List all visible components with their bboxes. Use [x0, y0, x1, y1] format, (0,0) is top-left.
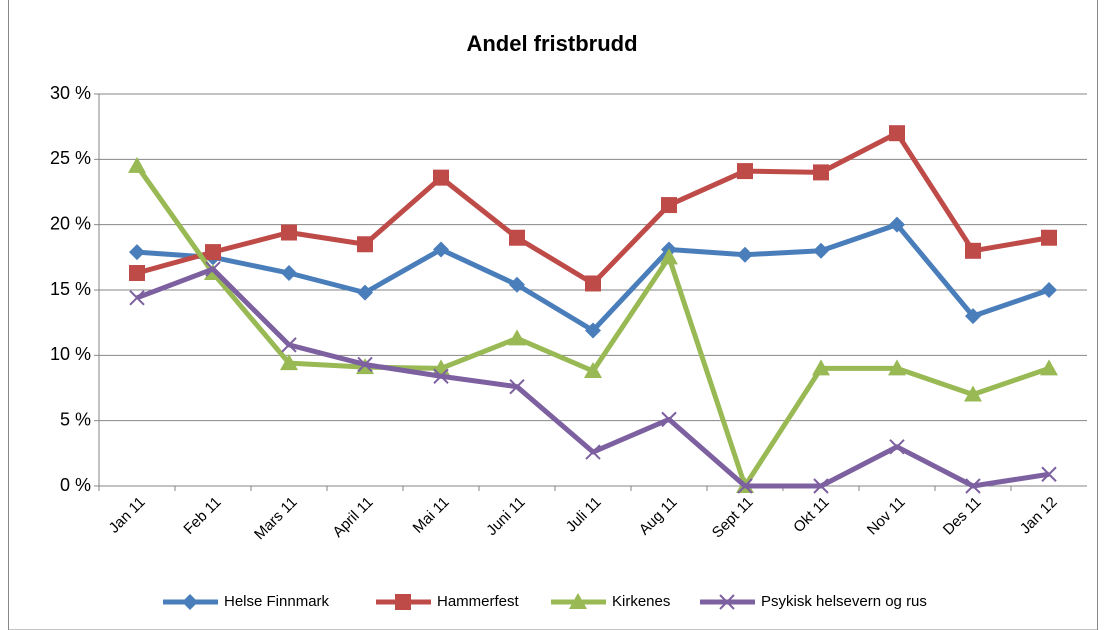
data-point: [281, 265, 297, 282]
data-point: [280, 354, 298, 371]
data-point: [965, 242, 981, 259]
data-point: [357, 356, 373, 373]
y-tick-label: 5 %: [60, 409, 91, 429]
data-point: [965, 478, 981, 494]
data-point: [509, 276, 525, 293]
data-point: [889, 439, 905, 455]
data-point: [1041, 466, 1057, 482]
data-point: [813, 478, 829, 494]
y-tick-label: 10 %: [50, 344, 91, 364]
data-point: [129, 244, 145, 261]
data-point: [813, 242, 829, 259]
legend-item: Kirkenes: [551, 593, 670, 610]
data-point: [433, 169, 449, 186]
data-point: [889, 216, 905, 233]
legend-label: Kirkenes: [612, 593, 670, 610]
data-point: [660, 248, 678, 265]
data-point: [508, 329, 526, 346]
legend-item: Psykisk helsevern og rus: [700, 593, 927, 610]
y-tick-label: 0 %: [60, 475, 91, 495]
data-point: [1040, 359, 1058, 376]
data-point: [965, 308, 981, 325]
y-tick-label: 30 %: [50, 83, 91, 103]
data-point: [661, 197, 677, 214]
data-point: [813, 164, 829, 181]
data-point: [585, 322, 601, 339]
data-point: [1041, 282, 1057, 298]
data-point: [357, 236, 373, 253]
data-point: [737, 246, 753, 263]
data-point: [128, 156, 146, 173]
data-point: [433, 368, 449, 384]
y-tick-label: 20 %: [50, 213, 91, 233]
legend-marker: [395, 594, 411, 610]
data-point: [509, 378, 525, 395]
legend-label: Hammerfest: [437, 593, 520, 610]
legend-marker: [182, 594, 198, 610]
data-point: [129, 290, 145, 306]
data-point: [585, 275, 601, 292]
chart-border: [8, 0, 1098, 630]
chart-title: Andel fristbrudd: [466, 31, 637, 56]
data-point: [661, 411, 677, 428]
y-tick-label: 15 %: [50, 279, 91, 299]
data-point: [205, 261, 221, 277]
legend-item: Hammerfest: [376, 593, 520, 610]
data-point: [584, 362, 602, 379]
data-point: [888, 359, 906, 376]
data-point: [205, 244, 221, 261]
data-point: [509, 229, 525, 246]
data-point: [433, 241, 449, 258]
data-point: [585, 444, 601, 460]
data-point: [737, 478, 753, 494]
data-point: [281, 224, 297, 241]
data-point: [1041, 229, 1057, 246]
legend-marker: [569, 593, 587, 609]
data-point: [737, 163, 753, 180]
data-point: [129, 265, 145, 282]
legend-label: Helse Finnmark: [224, 593, 330, 610]
legend-marker: [719, 594, 735, 610]
legend-item: Helse Finnmark: [163, 593, 330, 610]
data-point: [964, 385, 982, 402]
data-point: [281, 337, 297, 353]
y-tick-label: 25 %: [50, 148, 91, 168]
legend-label: Psykisk helsevern og rus: [761, 593, 927, 610]
data-point: [812, 359, 830, 376]
data-point: [357, 284, 373, 301]
data-point: [889, 125, 905, 142]
